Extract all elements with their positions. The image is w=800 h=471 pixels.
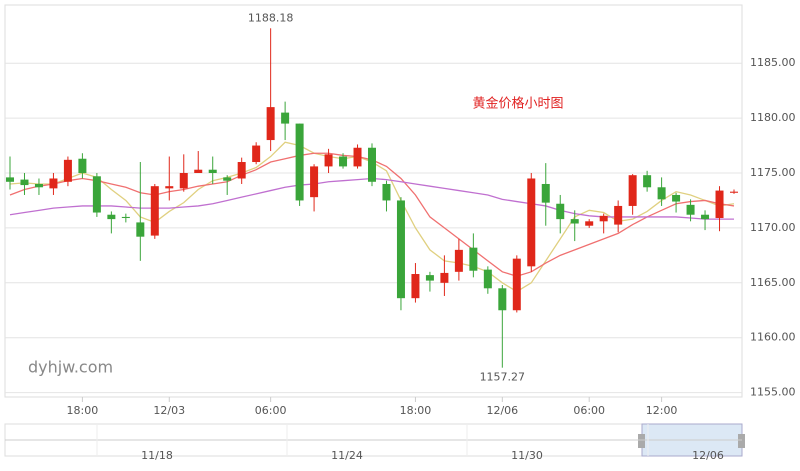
candle-body: [614, 205, 623, 225]
candle-body: [396, 200, 405, 299]
candle-body: [454, 249, 463, 272]
candle-body: [585, 221, 594, 226]
candle-body: [49, 178, 58, 189]
y-tick-label: 1175.00: [750, 166, 796, 179]
y-tick-label: 1180.00: [750, 111, 796, 124]
chart-title: 黄金价格小时图: [472, 96, 563, 112]
candle-body: [150, 186, 159, 236]
watermark: dyhjw.com: [28, 358, 113, 377]
candle-body: [353, 147, 362, 167]
candle-body: [237, 162, 246, 179]
candle-body: [425, 275, 434, 281]
candle-body: [382, 183, 391, 201]
navigator-label: 12/06: [692, 449, 724, 462]
candle-body: [368, 147, 376, 182]
y-tick-label: 1160.00: [750, 331, 796, 344]
candle-body: [194, 169, 203, 173]
candle-body: [252, 145, 261, 163]
candle-body: [63, 159, 72, 182]
x-tick-label: 12/06: [486, 404, 518, 417]
candle-body: [281, 112, 290, 124]
candle-body: [266, 107, 275, 141]
x-tick-label: 18:00: [67, 404, 99, 417]
candle-body: [208, 169, 217, 173]
annotation: 1188.18: [248, 11, 294, 24]
navigator-handle[interactable]: [738, 434, 745, 448]
candle-body: [701, 214, 710, 220]
x-tick-label: 18:00: [400, 404, 432, 417]
candle-body: [6, 177, 14, 182]
x-tick-label: 06:00: [255, 404, 287, 417]
navigator-label: 11/30: [511, 449, 543, 462]
x-tick-label: 06:00: [573, 404, 605, 417]
candle-body: [483, 269, 492, 289]
candle-body: [223, 177, 232, 181]
navigator-handle[interactable]: [638, 434, 645, 448]
candle-body: [440, 272, 449, 283]
navigator-label: 11/18: [141, 449, 173, 462]
candle-body: [643, 175, 652, 188]
navigator-label: 11/24: [331, 449, 363, 462]
annotation: 1157.27: [480, 371, 526, 384]
candle-body: [78, 158, 87, 173]
x-tick-label: 12/03: [153, 404, 185, 417]
candle-body: [556, 203, 565, 220]
candle-body: [20, 179, 29, 186]
y-tick-label: 1185.00: [750, 56, 796, 69]
candle-body: [599, 215, 608, 222]
x-tick-label: 12:00: [646, 404, 678, 417]
candle-body: [657, 187, 666, 200]
candle-body: [541, 183, 550, 203]
candle-body: [730, 191, 738, 193]
candle-body: [92, 176, 101, 213]
candle-body: [672, 194, 681, 202]
candle-body: [469, 247, 478, 271]
candle-body: [136, 222, 145, 237]
candle-body: [498, 288, 507, 311]
y-tick-label: 1155.00: [750, 386, 796, 399]
candle-body: [165, 186, 174, 189]
candle-body: [527, 178, 536, 267]
candle-body: [715, 190, 724, 219]
candle-body: [324, 154, 333, 167]
plot-frame: [4, 4, 743, 398]
candle-body: [512, 258, 521, 311]
y-tick-label: 1165.00: [750, 276, 796, 289]
candle-body: [121, 216, 130, 219]
candle-body: [339, 156, 348, 167]
candle-body: [295, 123, 304, 201]
candle-body: [411, 274, 420, 299]
candle-body: [34, 183, 43, 188]
candle-body: [570, 219, 579, 224]
candle-body: [310, 166, 319, 198]
y-tick-label: 1170.00: [750, 221, 796, 234]
candle-body: [628, 175, 637, 206]
candle-body: [179, 173, 188, 189]
candle-body: [686, 204, 695, 215]
candle-body: [107, 214, 116, 220]
